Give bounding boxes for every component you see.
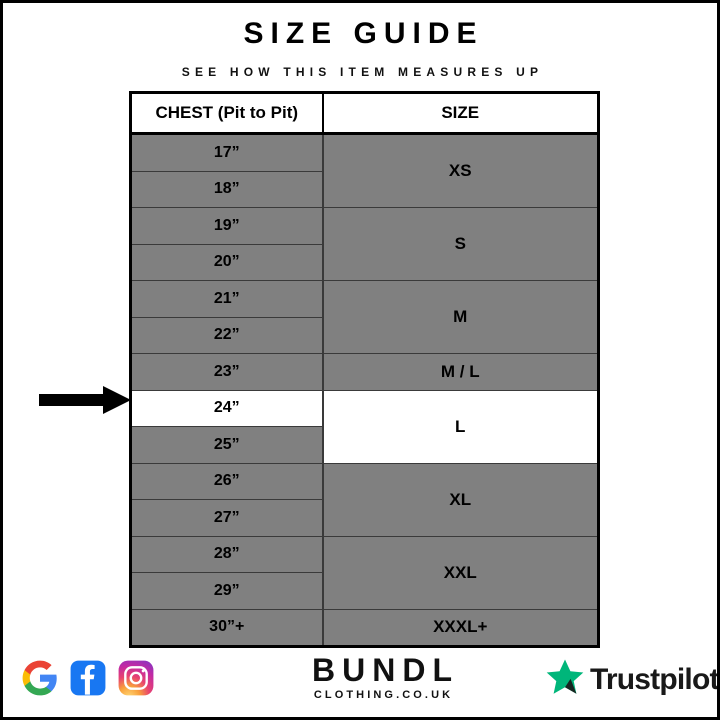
table-row: 19” S <box>130 207 599 281</box>
table-row: 24” L <box>130 389 599 464</box>
table-row: 29” <box>130 572 599 610</box>
table-row: 17” XS <box>130 133 599 208</box>
chest-measurement-cell: 27” <box>130 499 324 537</box>
trustpilot-logo[interactable]: Trustpilot <box>545 658 719 701</box>
chest-measurement-cell: 29” <box>130 572 324 610</box>
chest-measurement-cell: 22” <box>130 316 324 354</box>
table-row: 20” <box>130 243 599 281</box>
brand-logo: BUNDL CLOTHING.CO.UK <box>282 653 482 702</box>
brand-name: BUNDL <box>312 652 459 688</box>
size-table: CHEST (Pit to Pit) SIZE 17” XS 18” 19” S 20” 2… <box>129 91 600 648</box>
size-table-wrap: CHEST (Pit to Pit) SIZE 17” XS 18” 19” S 20” 2… <box>129 91 600 648</box>
chest-measurement-cell: 23” <box>130 353 324 391</box>
instagram-icon[interactable] <box>117 659 155 697</box>
chest-measurement-cell: 17” <box>130 133 324 172</box>
table-row: 18” <box>130 170 599 208</box>
size-label-cell: XS <box>321 133 599 208</box>
size-label-cell: L <box>321 389 599 464</box>
facebook-icon[interactable] <box>69 659 107 697</box>
table-row: 25” <box>130 426 599 464</box>
size-label-cell: XXL <box>321 535 599 610</box>
table-row: 28” XXL <box>130 535 599 610</box>
table-row: 27” <box>130 499 599 537</box>
chest-measurement-cell: 28” <box>130 535 324 573</box>
table-header-row: CHEST (Pit to Pit) SIZE <box>130 92 599 135</box>
chest-measurement-cell: 24” <box>130 389 324 427</box>
page-title: SIZE GUIDE <box>243 17 484 50</box>
size-label-cell: S <box>321 207 599 281</box>
size-label-cell: XL <box>321 462 599 537</box>
column-header-size: SIZE <box>322 92 599 135</box>
trustpilot-wordmark: Trustpilot <box>590 662 719 696</box>
size-label-cell: XXXL+ <box>321 608 599 647</box>
chest-measurement-cell: 20” <box>130 243 324 281</box>
chest-measurement-cell: 21” <box>130 280 324 318</box>
size-label-cell: M / L <box>321 353 599 391</box>
table-row: 23” M / L <box>130 353 599 391</box>
table-row: 21” M <box>130 280 599 354</box>
social-links <box>21 659 155 697</box>
table-body: 17” XS 18” 19” S 20” 21” M 22” 23” M / L 24” L 25” 26”… <box>130 133 599 647</box>
table-row: 30”+ XXXL+ <box>130 608 599 647</box>
chest-measurement-cell: 19” <box>130 207 324 245</box>
brand-domain: CLOTHING.CO.UK <box>313 689 454 701</box>
chest-measurement-cell: 18” <box>130 170 324 208</box>
column-header-chest: CHEST (Pit to Pit) <box>130 92 324 135</box>
header: SIZE GUIDE SEE HOW THIS ITEM MEASURES UP <box>3 17 717 80</box>
right-arrow-icon <box>39 385 131 415</box>
table-header: CHEST (Pit to Pit) SIZE <box>130 92 599 135</box>
chest-measurement-cell: 30”+ <box>130 608 324 647</box>
footer: BUNDL CLOTHING.CO.UK Trustpilot <box>3 643 717 717</box>
table-row: 26” XL <box>130 462 599 537</box>
chest-measurement-cell: 25” <box>130 426 324 464</box>
size-label-cell: M <box>321 280 599 354</box>
chest-measurement-cell: 26” <box>130 462 324 500</box>
google-icon[interactable] <box>21 659 59 697</box>
trustpilot-star-icon <box>545 658 585 701</box>
page-subtitle: SEE HOW THIS ITEM MEASURES UP <box>181 65 544 79</box>
